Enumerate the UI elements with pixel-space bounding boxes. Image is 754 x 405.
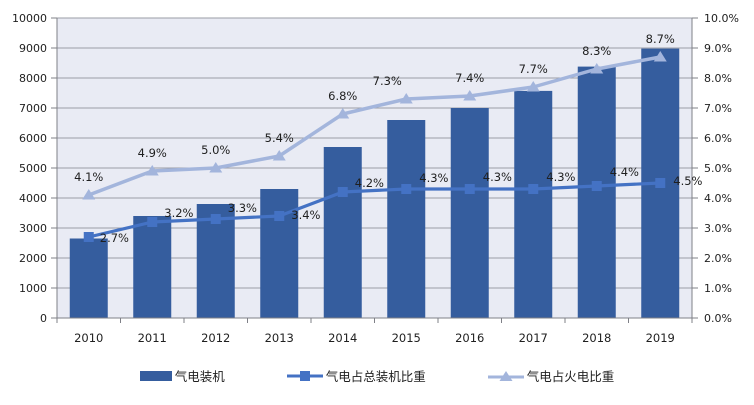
data-label-line-triangle: 6.8%: [328, 89, 357, 103]
data-label-line-square: 4.3%: [419, 171, 448, 185]
bar-series-swatch-icon: [139, 370, 172, 382]
square-marker: [528, 184, 539, 194]
square-marker: [401, 184, 412, 194]
line-gas-vs-total: [87, 181, 662, 239]
data-label-line-square: 2.7%: [100, 231, 129, 245]
triangle-marker: [526, 81, 540, 92]
x-axis-category-label: 2016: [455, 331, 484, 345]
square-marker: [337, 187, 348, 197]
legend-item-line-square-series: 气电占总装机比重: [286, 366, 426, 385]
data-label-line-square: 3.4%: [291, 208, 320, 222]
square-marker: [210, 214, 221, 224]
right-axis-tick-label: 1.0%: [704, 282, 732, 295]
right-axis-tick-label: 4.0%: [704, 192, 732, 205]
x-axis-category-label: 2019: [646, 331, 675, 345]
left-axis-tick-label: 10000: [12, 12, 47, 25]
left-axis-tick-label: 9000: [19, 42, 47, 55]
square-marker: [83, 232, 94, 242]
triangle-marker: [590, 63, 604, 74]
triangle-marker: [209, 162, 223, 173]
right-axis-tick-label: 9.0%: [704, 42, 732, 55]
bar-2014: [323, 147, 362, 318]
triangle-marker: [653, 51, 667, 62]
data-label-line-triangle: 8.3%: [582, 44, 611, 58]
square-marker: [591, 181, 602, 191]
x-axis-category-label: 2017: [519, 331, 548, 345]
data-label-line-square: 4.4%: [610, 165, 639, 179]
x-axis-category-label: 2013: [265, 331, 294, 345]
x-axis-category-label: 2012: [201, 331, 230, 345]
line-square-swatch-icon: [286, 369, 323, 383]
data-label-line-square: 3.2%: [164, 206, 193, 220]
x-axis-category-label: 2018: [582, 331, 611, 345]
left-axis-tick-label: 1000: [19, 282, 47, 295]
triangle-marker: [145, 165, 159, 176]
bar-series-swatch-icon: [139, 370, 172, 381]
right-axis-tick-label: 5.0%: [704, 162, 732, 175]
left-axis-tick-label: 7000: [19, 102, 47, 115]
left-axis-tick-label: 4000: [19, 192, 47, 205]
data-label-line-triangle: 7.3%: [373, 74, 402, 88]
left-axis-tick-label: 0: [40, 312, 47, 325]
data-label-line-triangle: 4.1%: [74, 170, 103, 184]
square-marker: [464, 184, 475, 194]
right-axis-tick-label: 0.0%: [704, 312, 732, 325]
legend-label: 气电装机: [174, 369, 225, 384]
data-label-line-square: 4.3%: [483, 170, 512, 184]
x-axis-category-label: 2011: [138, 331, 167, 345]
triangle-marker: [82, 189, 96, 200]
legend-item-line-triangle-series: 气电占火电比重: [487, 366, 615, 385]
x-axis-category-label: 2010: [74, 331, 103, 345]
bar-2011: [133, 216, 172, 318]
line-triangle-swatch-icon: [487, 370, 524, 381]
data-label-line-square: 4.5%: [673, 174, 702, 188]
plot-area: 0 1000 2000 3000 4000 5000 6000 7000 8000 9000 100…: [12, 12, 739, 345]
data-label-line-square: 4.3%: [546, 170, 575, 184]
legend: 气电装机 气电占总装机比重 气电占火电比重: [0, 366, 754, 385]
bar-2018: [577, 66, 616, 318]
legend-label: 气电占火电比重: [526, 369, 615, 384]
line-square-swatch-icon: [286, 370, 323, 381]
square-marker: [274, 211, 285, 221]
data-label-line-triangle: 8.7%: [646, 32, 675, 46]
bar-2010: [69, 238, 108, 318]
data-label-line-triangle: 7.7%: [519, 62, 548, 76]
triangle-marker: [463, 90, 477, 101]
left-axis-tick-label: 3000: [19, 222, 47, 235]
square-marker: [655, 178, 666, 188]
bar-2016: [450, 108, 489, 318]
data-label-line-triangle: 5.4%: [265, 131, 294, 145]
square-marker: [147, 217, 158, 227]
legend-item-bar-series: 气电装机: [139, 366, 225, 385]
triangle-marker: [336, 108, 350, 119]
right-axis-tick-label: 6.0%: [704, 132, 732, 145]
legend-label: 气电占总装机比重: [325, 369, 426, 384]
right-axis-tick-label: 7.0%: [704, 102, 732, 115]
right-axis-tick-label: 3.0%: [704, 222, 732, 235]
data-label-line-triangle: 4.9%: [138, 146, 167, 160]
data-label-line-square: 3.3%: [228, 201, 257, 215]
x-axis-category-label: 2014: [328, 331, 357, 345]
right-axis-tick-label: 8.0%: [704, 72, 732, 85]
left-axis-tick-label: 6000: [19, 132, 47, 145]
bar-2017: [514, 90, 553, 319]
right-axis-tick-label: 2.0%: [704, 252, 732, 265]
data-label-line-square: 4.2%: [355, 176, 384, 190]
line-triangle-swatch-icon: [487, 369, 524, 383]
left-axis-tick-label: 2000: [19, 252, 47, 265]
triangle-marker: [399, 93, 413, 104]
data-label-line-triangle: 7.4%: [455, 71, 484, 85]
data-label-line-triangle: 5.0%: [201, 143, 230, 157]
left-axis-tick-label: 8000: [19, 72, 47, 85]
line-gas-vs-thermal: [87, 55, 662, 197]
triangle-marker: [272, 150, 286, 161]
x-axis-category-label: 2015: [392, 331, 421, 345]
left-axis-tick-label: 5000: [19, 162, 47, 175]
right-axis-tick-label: 10.0%: [704, 12, 739, 25]
bar-2015: [387, 120, 426, 318]
